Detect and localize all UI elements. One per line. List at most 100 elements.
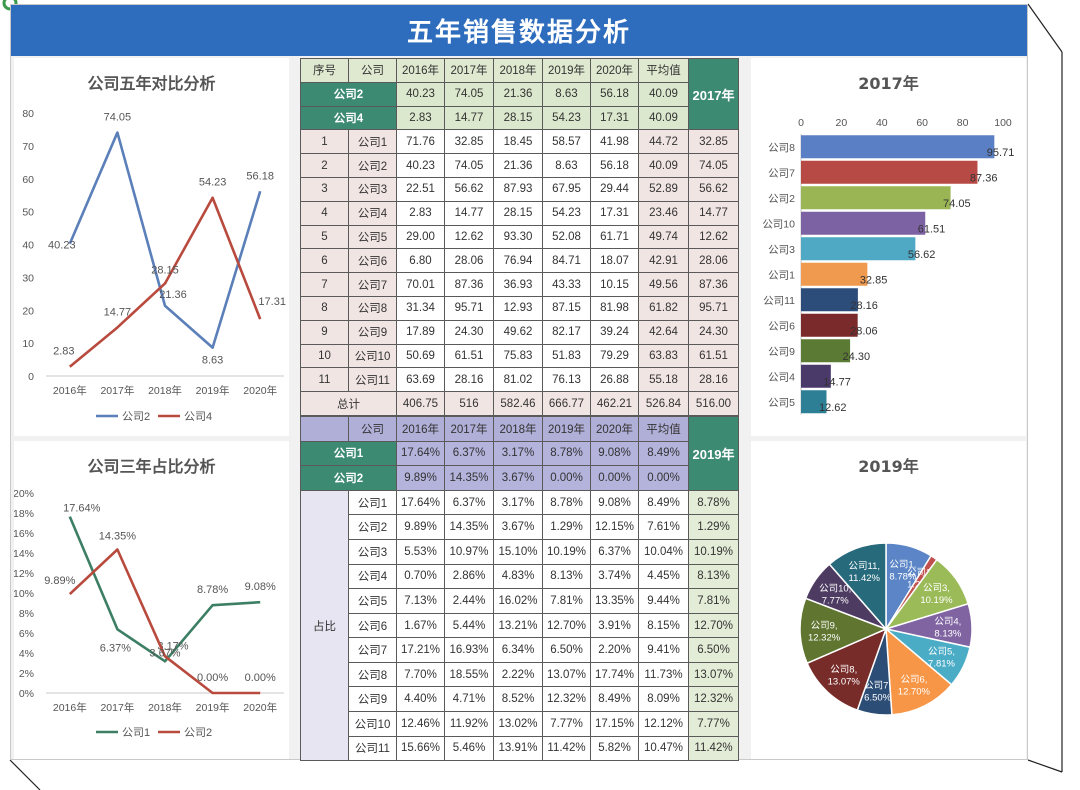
value-cell: 17.64% <box>396 440 445 467</box>
slice-label: 公司10, <box>819 584 851 595</box>
company-name: 公司7 <box>348 272 397 297</box>
value-cell: 74.05 <box>444 81 494 107</box>
company-name: 公司6 <box>348 248 397 274</box>
value-cell: 8.78% <box>542 440 591 467</box>
value-cell: 24.30 <box>444 319 494 345</box>
value-cell: 93.30 <box>493 224 543 250</box>
company-name: 公司1 <box>348 129 397 155</box>
value-cell: 18.55% <box>444 661 494 688</box>
y-tick-label: 2% <box>19 668 34 680</box>
value-cell: 8.63 <box>542 81 591 107</box>
value-cell: 76.13 <box>542 367 591 393</box>
table-row: 占比 公司1 17.64% 6.37% 3.17% 8.78% 9.08% 8.49% 8.78… <box>300 489 739 762</box>
value-cell: 8.09% <box>638 686 689 713</box>
line-chart-2: 0% 2% 4% 6% 8% 10% 12% 14% 16% 18% 20% 2016年 2017年 20… <box>14 488 284 739</box>
y-tick-label: 30 <box>22 272 34 284</box>
company-name: 公司10 <box>348 343 397 369</box>
table-row: 公司11 15.66% 5.46% 13.91% 11.42% 5.82% 10.47% 11… <box>301 735 739 762</box>
value-cell: 9.08% <box>590 440 639 467</box>
dashboard: 五年销售数据分析 公司五年对比分析 0 10 20 30 40 50 60 70 80 2016年… <box>10 4 1028 762</box>
value-cell: 49.62 <box>493 319 543 345</box>
bar <box>801 262 868 286</box>
value-cell: 6.50% <box>542 637 591 663</box>
row-number: 3 <box>300 176 349 202</box>
data-label: 6.37% <box>100 642 131 654</box>
value-cell: 13.02% <box>493 711 543 737</box>
slice-label: 公司5, <box>928 646 955 657</box>
bar-chart: 0 20 40 60 80 100 公司8 95.71 公司7 87.36 公司2 74.05 公司10… <box>762 117 1015 415</box>
x-tick-label: 2020年 <box>243 384 277 397</box>
value-cell: 17.15% <box>590 711 639 737</box>
table-row: 1 公司1 71.76 32.85 18.45 58.57 41.98 44.72 32.85 <box>300 129 739 155</box>
value-cell: 17.21% <box>396 637 445 663</box>
value-cell: 6.37% <box>444 440 494 467</box>
value-cell: 28.15 <box>493 105 543 131</box>
company-name: 公司8 <box>348 295 397 321</box>
value-cell: 10.19% <box>542 538 591 565</box>
data-label: 3.67% <box>149 647 180 659</box>
data-label: 95.71 <box>987 147 1015 159</box>
value-cell: 16.93% <box>444 637 494 663</box>
y-tick-label: 50 <box>22 207 34 219</box>
value-cell: 16.02% <box>493 588 543 614</box>
value-cell: 17.64% <box>396 489 445 516</box>
value-cell: 9.08% <box>590 489 639 516</box>
value-cell: 12.62 <box>444 224 494 250</box>
value-cell: 12.12% <box>638 711 689 737</box>
y-tick-label: 60 <box>22 174 34 186</box>
table-row: 公司7 17.21% 16.93% 6.34% 6.50% 2.20% 9.41% 6.50% <box>301 637 739 663</box>
value-cell: 6.37% <box>590 538 639 565</box>
value-cell: 71.76 <box>396 129 445 155</box>
table-row: 11 公司11 63.69 28.16 81.02 76.13 26.88 55.18 28.1… <box>300 367 739 393</box>
value-cell: 7.70% <box>396 661 445 688</box>
data-label: 87.36 <box>970 172 998 184</box>
value-cell: 42.91 <box>638 248 689 274</box>
value-cell: 17.74% <box>590 661 639 688</box>
value-cell: 42.64 <box>638 319 689 345</box>
y-tick-label: 0 <box>28 371 34 383</box>
y-tick-label: 80 <box>22 108 34 120</box>
pie-chart-panel: 2019年 公司1,8.78%公司2,1.29%公司3,10.19%公司4,8.… <box>751 441 1026 759</box>
value-cell: 81.02 <box>493 367 543 393</box>
value-cell: 1.29% <box>542 514 591 540</box>
data-label: 21.36 <box>159 289 187 301</box>
value-cell: 87.93 <box>493 176 543 202</box>
bar <box>801 390 827 414</box>
selected-row: 公司2 40.23 74.05 21.36 8.63 56.18 40.09 <box>300 81 739 107</box>
value-cell: 40.23 <box>396 81 445 107</box>
x-tick-label: 2020年 <box>243 701 277 714</box>
bar <box>801 288 858 312</box>
year-value-cell: 87.36 <box>688 272 739 297</box>
x-tick-label: 20 <box>836 117 848 129</box>
selected-row: 公司2 9.89% 14.35% 3.67% 0.00% 0.00% 0.00% <box>300 465 739 491</box>
value-cell: 52.89 <box>638 176 689 202</box>
table-row: 10 公司10 50.69 61.51 75.83 51.83 79.29 63.83 61.5… <box>300 343 739 369</box>
value-cell: 13.07% <box>542 661 591 688</box>
company-name: 公司8 <box>348 661 397 688</box>
value-cell: 406.75 <box>396 391 445 416</box>
value-cell: 9.89% <box>396 465 445 491</box>
value-cell: 6.34% <box>493 637 543 663</box>
slice-label: 公司7, <box>864 680 891 691</box>
value-cell: 0.00% <box>542 465 591 491</box>
value-cell: 15.10% <box>493 538 543 565</box>
slice-label: 6.50% <box>864 692 891 703</box>
legend-label: 公司4 <box>184 411 212 423</box>
row-number: 7 <box>300 272 349 297</box>
slice-label: 公司2, <box>907 568 934 579</box>
row-number: 5 <box>300 224 349 250</box>
data-label: 61.51 <box>918 223 946 235</box>
value-cell: 10.04% <box>638 538 689 565</box>
table-row: 9 公司9 17.89 24.30 49.62 82.17 39.24 42.64 24.30 <box>300 319 739 345</box>
value-cell: 14.77 <box>444 200 494 226</box>
value-cell: 12.46% <box>396 711 445 737</box>
share-table: 公司 2016年 2017年 2018年 2019年 2020年 平均值 2019年 公司1 17… <box>300 415 739 762</box>
category-label: 公司10 <box>762 218 795 230</box>
slice-label: 7.77% <box>822 596 849 607</box>
y-tick-label: 4% <box>19 648 34 660</box>
data-tables: 序号 公司 2016年 2017年 2018年 2019年 2020年 平均值 2017年 公司2… <box>300 57 739 762</box>
value-cell: 58.57 <box>542 129 591 155</box>
value-cell: 13.91% <box>493 735 543 762</box>
slice-label: 7.81% <box>928 658 955 669</box>
value-cell: 14.35% <box>444 465 494 491</box>
